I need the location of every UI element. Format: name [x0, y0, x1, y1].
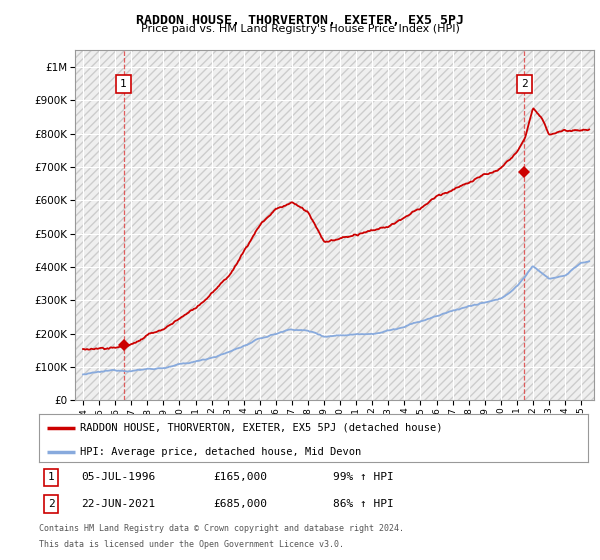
Text: 2: 2 [47, 499, 55, 509]
Text: 1: 1 [120, 79, 127, 88]
Text: 22-JUN-2021: 22-JUN-2021 [81, 499, 155, 509]
Text: 86% ↑ HPI: 86% ↑ HPI [333, 499, 394, 509]
Text: Contains HM Land Registry data © Crown copyright and database right 2024.: Contains HM Land Registry data © Crown c… [39, 524, 404, 533]
Text: 99% ↑ HPI: 99% ↑ HPI [333, 472, 394, 482]
Text: RADDON HOUSE, THORVERTON, EXETER, EX5 5PJ (detached house): RADDON HOUSE, THORVERTON, EXETER, EX5 5P… [80, 423, 443, 433]
Text: This data is licensed under the Open Government Licence v3.0.: This data is licensed under the Open Gov… [39, 540, 344, 549]
Text: £165,000: £165,000 [213, 472, 267, 482]
Text: 1: 1 [47, 472, 55, 482]
Text: 05-JUL-1996: 05-JUL-1996 [81, 472, 155, 482]
Text: HPI: Average price, detached house, Mid Devon: HPI: Average price, detached house, Mid … [80, 446, 361, 456]
Text: Price paid vs. HM Land Registry's House Price Index (HPI): Price paid vs. HM Land Registry's House … [140, 24, 460, 34]
Text: RADDON HOUSE, THORVERTON, EXETER, EX5 5PJ: RADDON HOUSE, THORVERTON, EXETER, EX5 5P… [136, 14, 464, 27]
Text: 2: 2 [521, 79, 528, 88]
Text: £685,000: £685,000 [213, 499, 267, 509]
